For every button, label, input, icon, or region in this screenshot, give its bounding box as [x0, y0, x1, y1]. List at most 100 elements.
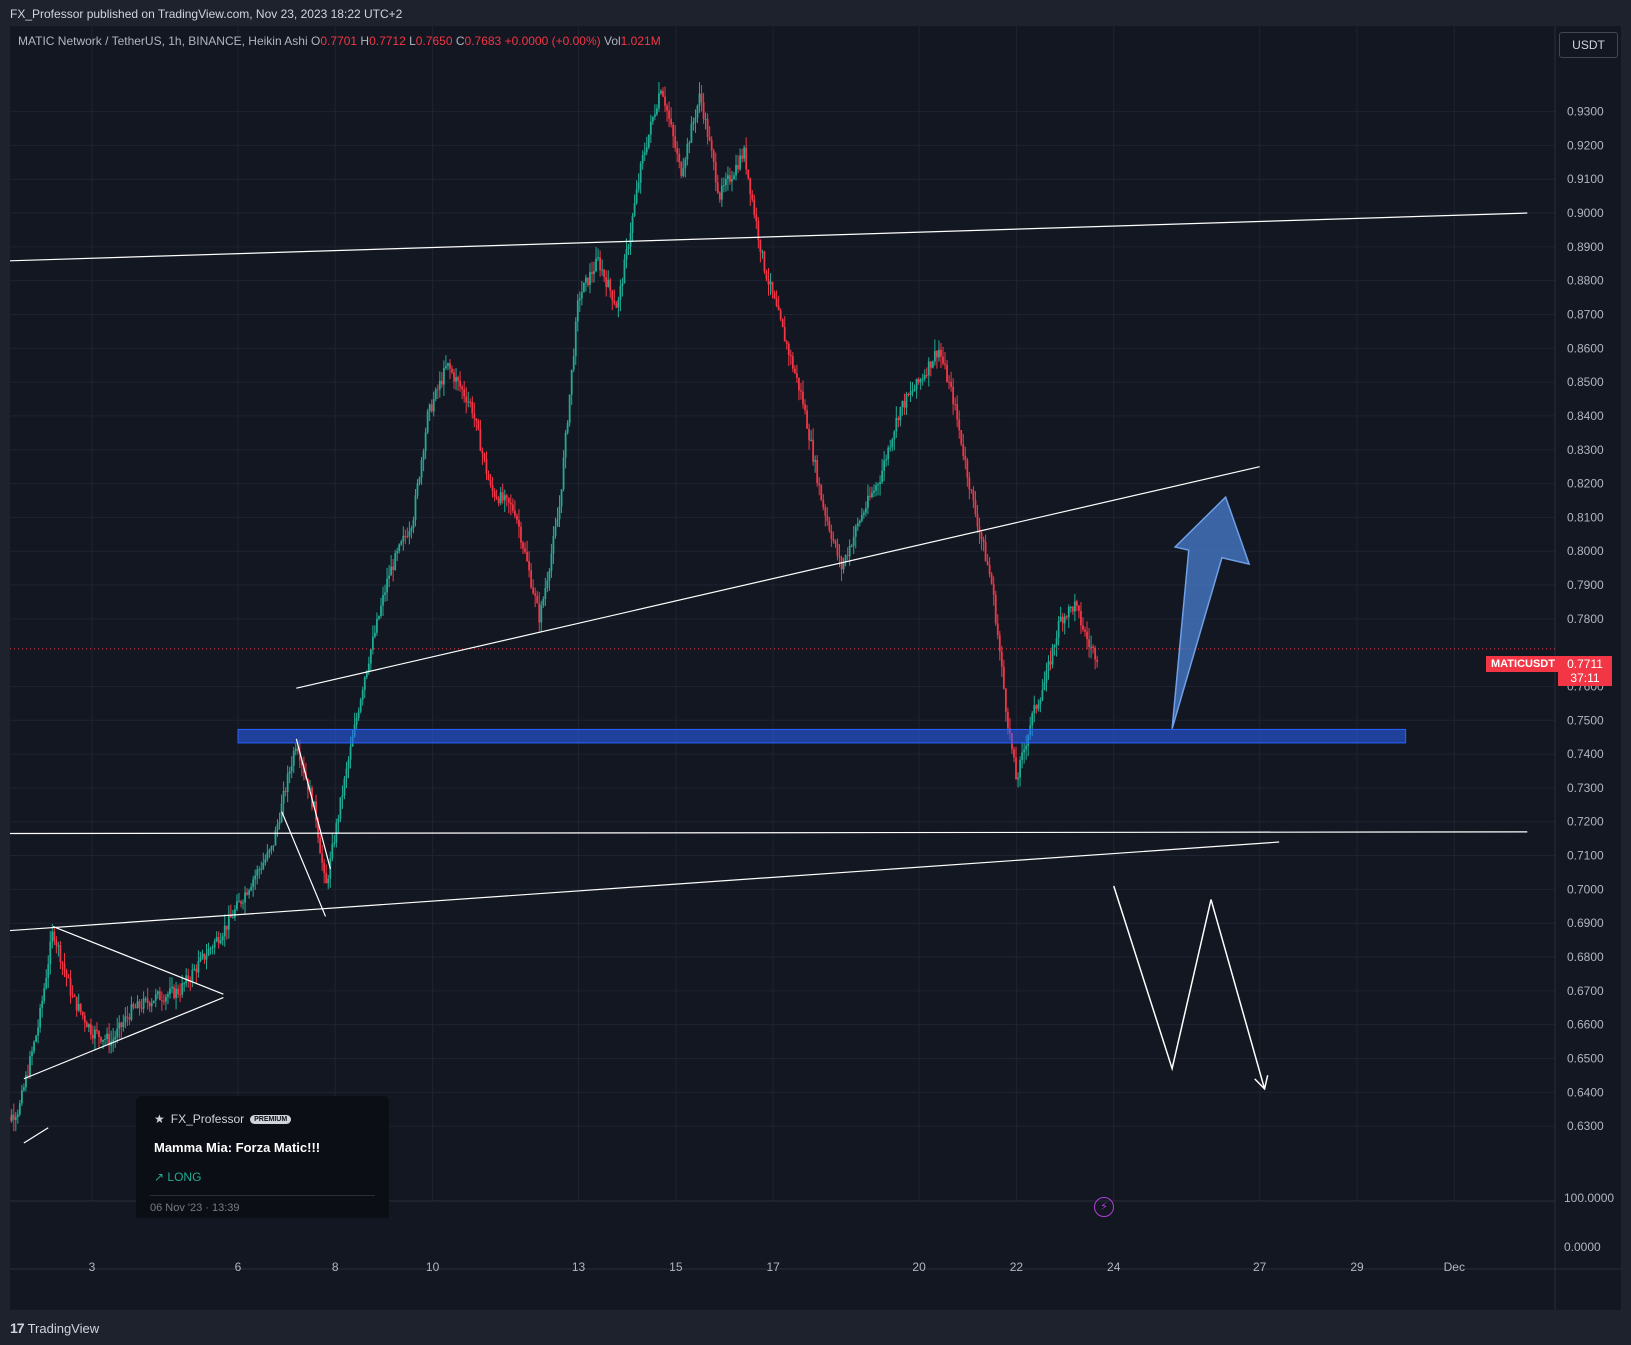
- candle-body: [65, 970, 68, 978]
- candle-body: [526, 551, 528, 562]
- candle-body: [796, 373, 798, 378]
- candle-body: [406, 536, 409, 538]
- candle-body: [852, 536, 855, 546]
- candle-body: [398, 544, 401, 552]
- candle-body: [1080, 610, 1082, 626]
- candle-body: [1007, 711, 1009, 729]
- candle-body: [887, 447, 890, 460]
- candle-body: [183, 983, 186, 985]
- candle-body: [753, 199, 756, 215]
- candle-body: [83, 1015, 86, 1023]
- pullback-line-b[interactable]: [281, 811, 327, 917]
- candle-body: [538, 602, 541, 623]
- candle-body: [611, 290, 614, 301]
- pullback-line-a[interactable]: [295, 738, 331, 870]
- candle-body: [962, 444, 965, 457]
- middle-ascending-trendline[interactable]: [296, 466, 1260, 689]
- zigzag-path[interactable]: [1113, 885, 1266, 1090]
- candle-body: [597, 257, 599, 259]
- candle-body: [331, 843, 334, 859]
- y-tick-label: 0.6800: [1567, 950, 1604, 964]
- candle-body: [148, 1002, 151, 1007]
- candle-body: [595, 258, 597, 272]
- candle-body: [392, 566, 395, 571]
- candle-body: [854, 526, 857, 537]
- candle-body: [280, 803, 283, 822]
- cut-line[interactable]: [23, 1127, 49, 1144]
- candle-body: [453, 372, 455, 382]
- candle-body: [195, 968, 198, 973]
- projection-arrow[interactable]: [1171, 495, 1251, 729]
- y-tick-label: 0.7900: [1567, 578, 1604, 592]
- candle-body: [475, 418, 478, 421]
- y-tick-label: 0.8400: [1567, 409, 1604, 423]
- candle-body: [10, 1116, 11, 1121]
- candle-body: [47, 964, 50, 978]
- flash-icon[interactable]: ⚡: [1094, 1197, 1114, 1217]
- candle-body: [27, 1075, 29, 1077]
- candle-body: [199, 956, 202, 962]
- candle-body: [191, 969, 194, 982]
- candle-body: [745, 147, 748, 170]
- candle-body: [67, 977, 70, 979]
- candle-body: [808, 428, 810, 441]
- candle-body: [848, 545, 851, 557]
- candle-body: [10, 1114, 13, 1121]
- candle-body: [889, 447, 892, 449]
- candle-body: [282, 790, 285, 804]
- candle-body: [286, 773, 289, 792]
- candle-body: [856, 523, 859, 527]
- candle-body: [729, 175, 731, 182]
- candle-body: [1092, 646, 1095, 648]
- candle-body: [678, 153, 681, 163]
- y-tick-label: 0.6900: [1567, 916, 1604, 930]
- horizontal-support-line[interactable]: [10, 831, 1528, 835]
- candle-body: [862, 512, 865, 515]
- candle-body: [864, 508, 867, 513]
- candle-body: [690, 123, 693, 143]
- candle-body: [1017, 777, 1019, 780]
- candle-body: [901, 401, 904, 408]
- trend-up-icon: ↗: [154, 1170, 165, 1184]
- candle-body: [994, 594, 997, 624]
- currency-button[interactable]: USDT: [1559, 32, 1618, 58]
- candle-body: [136, 1001, 139, 1009]
- candle-body: [412, 520, 415, 529]
- candle-body: [132, 1004, 135, 1008]
- candle-body: [108, 1033, 111, 1046]
- candle-body: [609, 279, 612, 291]
- candle-body: [225, 925, 228, 930]
- candle-body: [91, 1034, 94, 1039]
- candle-body: [944, 363, 946, 365]
- candle-body: [562, 457, 565, 490]
- candle-body: [589, 272, 591, 285]
- candle-body: [925, 374, 928, 376]
- triangle-upper-line[interactable]: [52, 926, 224, 995]
- candle-body: [77, 1003, 80, 1011]
- lower-ascending-trendline[interactable]: [10, 841, 1280, 933]
- upper-resistance-line[interactable]: [10, 212, 1528, 262]
- candle-body: [317, 820, 319, 838]
- candle-body: [656, 108, 658, 115]
- candle-body: [85, 1022, 88, 1028]
- candle-body: [162, 1000, 165, 1002]
- candle-body: [860, 514, 863, 521]
- x-tick-label: 10: [426, 1260, 440, 1274]
- candle-body: [20, 1090, 23, 1104]
- candle-body: [708, 136, 711, 141]
- candle-body: [445, 366, 447, 368]
- price-chart[interactable]: 0.9300 0.9200 0.9100 0.9000 0.8900 0.8800 0.87…: [10, 26, 1621, 1310]
- idea-author[interactable]: ★ FX_Professor PREMIUM: [154, 1112, 292, 1126]
- triangle-lower-line[interactable]: [23, 997, 224, 1080]
- candle-body: [491, 484, 494, 492]
- legend-change: +0.0000 (+0.00%): [504, 34, 601, 48]
- idea-card[interactable]: ★ FX_Professor PREMIUM Mamma Mia: Forza …: [136, 1096, 389, 1218]
- candle-body: [63, 963, 66, 971]
- candle-body: [325, 872, 328, 884]
- candle-body: [37, 1027, 40, 1036]
- candle-body: [323, 862, 326, 873]
- blue-support-zone[interactable]: [237, 728, 1407, 744]
- candle-body: [73, 995, 76, 997]
- candle-body: [455, 377, 457, 382]
- tradingview-brand[interactable]: 17 TradingView: [10, 1320, 99, 1336]
